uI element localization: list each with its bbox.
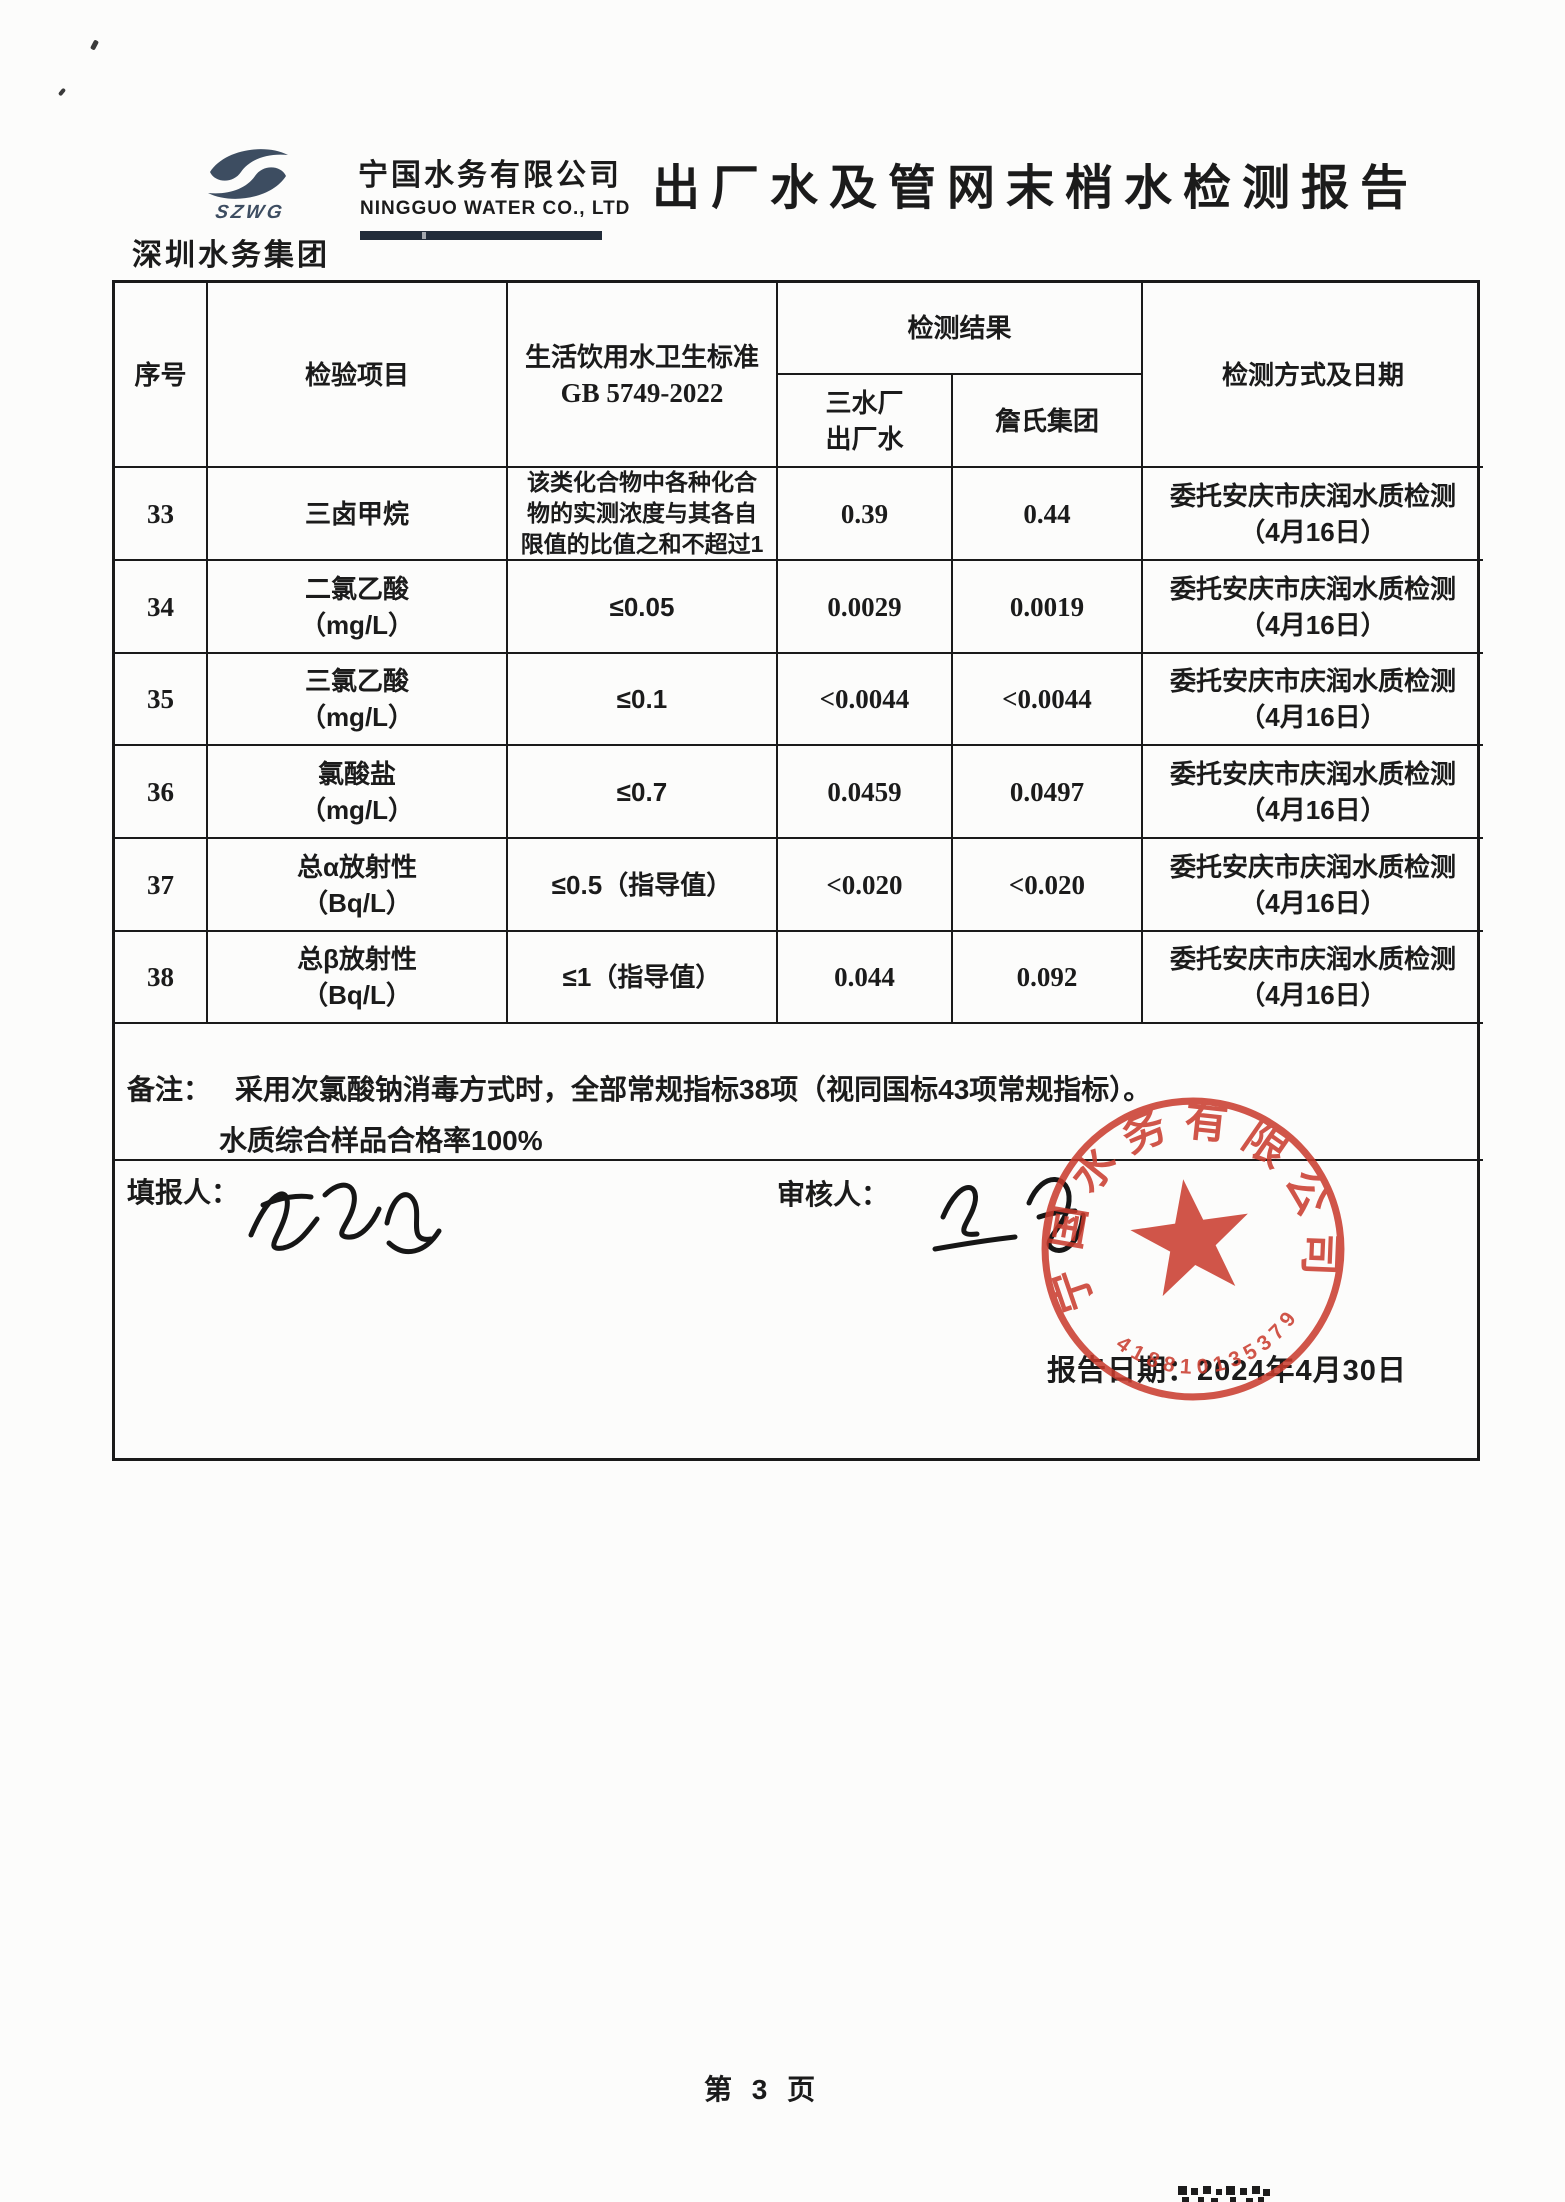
reviewer-signature (932, 1177, 1086, 1253)
plant-line2: 出厂水 (825, 423, 904, 454)
row-method: 委托安庆市庆润水质检测 （4月16日） (1143, 468, 1483, 561)
method-line1: 委托安庆市庆润水质检测 (1169, 573, 1456, 604)
row-plant-value: 0.044 (778, 932, 953, 1024)
row-network-value: 0.0497 (953, 746, 1143, 839)
method-line2: （4月16日） (1239, 794, 1387, 825)
row-item: 总β放射性 （Bq/L） (208, 932, 508, 1024)
row-standard: ≤0.7 (508, 746, 778, 839)
col-header-seq: 序号 (115, 283, 208, 468)
letterhead-rule (360, 231, 602, 240)
item-name: 氯酸盐 (317, 758, 396, 789)
method-line2: （4月16日） (1239, 702, 1387, 732)
item-unit: （mg/L） (299, 609, 415, 640)
row-plant-value: 0.0029 (778, 561, 953, 654)
col-header-item: 检验项目 (208, 283, 508, 468)
method-line2: （4月16日） (1239, 516, 1387, 547)
item-name: 三氯乙酸 (304, 666, 409, 696)
report-date: 报告日期：2024年4月30日 (1047, 1355, 1407, 1387)
row-method: 委托安庆市庆润水质检测 （4月16日） (1143, 561, 1483, 654)
row-method: 委托安庆市庆润水质检测 （4月16日） (1143, 654, 1483, 746)
method-line1: 委托安庆市庆润水质检测 (1169, 758, 1456, 789)
remarks-text: 采用次氯酸钠消毒方式时，全部常规指标38项（视同国标43项常规指标）。 (235, 1074, 1152, 1105)
col-header-network: 詹氏集团 (953, 375, 1143, 468)
row-plant-value: 0.39 (778, 468, 953, 561)
qr-code-fragment (1178, 2186, 1270, 2202)
row-seq: 33 (115, 468, 208, 561)
results-table: 序号 检验项目 生活饮用水卫生标准 GB 5749-2022 检测结果 检测方式… (112, 280, 1483, 1461)
row-item: 总α放射性 （Bq/L） (208, 839, 508, 932)
logo-group-name: 深圳水务集团 (132, 239, 330, 272)
col-header-method: 检测方式及日期 (1143, 283, 1483, 468)
scan-speck (89, 39, 100, 51)
company-name-en: NINGGUO WATER CO., LTD (360, 198, 631, 219)
row-plant-value: <0.0044 (778, 654, 953, 746)
row-plant-value: <0.020 (778, 839, 953, 932)
row-standard: 该类化合物中各种化合物的实测浓度与其各自限值的比值之和不超过1 (508, 468, 778, 561)
row-item: 氯酸盐 （mg/L） (208, 746, 508, 839)
row-item: 二氯乙酸 （mg/L） (208, 561, 508, 654)
page-number: 第 3 页 (704, 2074, 822, 2105)
remarks-label: 备注： (127, 1074, 212, 1105)
col-header-standard: 生活饮用水卫生标准 GB 5749-2022 (508, 283, 778, 468)
col-header-results: 检测结果 (778, 283, 1143, 375)
scan-speck (57, 87, 67, 97)
method-line2: （4月16日） (1239, 609, 1387, 640)
row-seq: 37 (115, 839, 208, 932)
remarks-block: 备注： 采用次氯酸钠消毒方式时，全部常规指标38项（视同国标43项常规指标）。 水… (115, 1024, 1483, 1161)
col-header-plant: 三水厂 出厂水 (778, 375, 953, 468)
row-network-value: 0.0019 (953, 561, 1143, 654)
item-name: 总α放射性 (297, 851, 417, 882)
method-line1: 委托安庆市庆润水质检测 (1169, 666, 1456, 696)
standard-code: GB 5749-2022 (560, 377, 724, 408)
row-item: 三氯乙酸 （mg/L） (208, 654, 508, 746)
row-seq: 36 (115, 746, 208, 839)
filler-signature (248, 1182, 442, 1254)
row-standard: ≤0.1 (508, 654, 778, 746)
row-seq: 34 (115, 561, 208, 654)
company-name-cn: 宁国水务有限公司 (358, 159, 622, 192)
item-unit: （Bq/L） (302, 887, 412, 918)
standard-title: 生活饮用水卫生标准 (524, 341, 759, 372)
row-standard: ≤1（指导值） (508, 932, 778, 1024)
item-unit: （mg/L） (299, 794, 415, 825)
row-method: 委托安庆市庆润水质检测 （4月16日） (1143, 932, 1483, 1024)
szwg-logo-icon (208, 149, 288, 199)
method-line1: 委托安庆市庆润水质检测 (1169, 944, 1456, 974)
row-seq: 38 (115, 932, 208, 1024)
remarks-line2: 水质综合样品合格率100% (219, 1125, 543, 1156)
row-method: 委托安庆市庆润水质检测 （4月16日） (1143, 839, 1483, 932)
item-name: 总β放射性 (297, 944, 417, 974)
row-standard: ≤0.05 (508, 561, 778, 654)
row-network-value: 0.092 (953, 932, 1143, 1024)
filler-label: 填报人： (127, 1177, 240, 1208)
row-network-value: <0.0044 (953, 654, 1143, 746)
row-seq: 35 (115, 654, 208, 746)
method-line1: 委托安庆市庆润水质检测 (1169, 851, 1456, 882)
remarks-line1: 备注： 采用次氯酸钠消毒方式时，全部常规指标38项（视同国标43项常规指标）。 (127, 1064, 1151, 1115)
row-network-value: <0.020 (953, 839, 1143, 932)
row-method: 委托安庆市庆润水质检测 （4月16日） (1143, 746, 1483, 839)
logo-wordmark: SZWG (213, 202, 287, 223)
signature-block: 填报人： 审核人： 报告日期：2024年4月30日 (115, 1161, 1483, 1458)
method-line2: （4月16日） (1239, 887, 1387, 918)
plant-line1: 三水厂 (825, 387, 904, 418)
item-unit: （Bq/L） (302, 980, 412, 1010)
item-name: 二氯乙酸 (304, 573, 409, 604)
method-line2: （4月16日） (1239, 980, 1387, 1010)
row-standard: ≤0.5（指导值） (508, 839, 778, 932)
item-unit: （mg/L） (299, 702, 415, 732)
row-network-value: 0.44 (953, 468, 1143, 561)
row-item: 三卤甲烷 (208, 468, 508, 561)
method-line1: 委托安庆市庆润水质检测 (1169, 480, 1456, 511)
reviewer-label: 审核人： (777, 1179, 890, 1210)
document-title: 出厂水及管网末梢水检测报告 (652, 162, 1420, 215)
row-plant-value: 0.0459 (778, 746, 953, 839)
